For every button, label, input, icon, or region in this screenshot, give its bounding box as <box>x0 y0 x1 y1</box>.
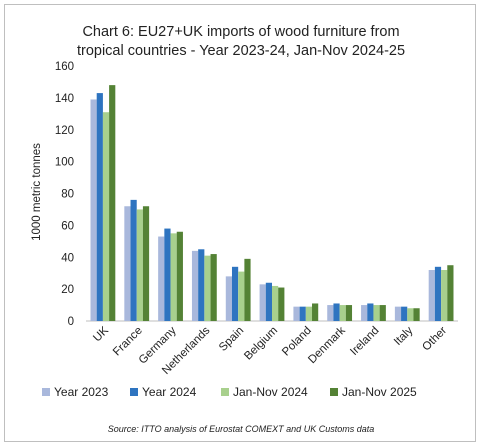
legend-label: Jan-Nov 2025 <box>342 385 417 399</box>
chart-title-line1: Chart 6: EU27+UK imports of wood furnitu… <box>82 24 399 40</box>
bar <box>90 99 97 321</box>
bar <box>333 303 340 321</box>
legend-label: Year 2024 <box>142 385 197 399</box>
bar <box>96 93 103 321</box>
x-tick-label: Italy <box>392 324 416 348</box>
bar <box>441 270 448 321</box>
bar <box>278 287 285 321</box>
bar <box>434 266 442 321</box>
bar <box>299 306 306 321</box>
bar <box>238 271 245 321</box>
bar <box>407 308 414 321</box>
y-tick-label: 40 <box>61 252 74 264</box>
x-tick-label: France <box>111 325 145 359</box>
bar <box>305 306 313 321</box>
y-axis-label: 1000 metric tonnes <box>31 143 43 241</box>
legend: Year 2023 Year 2024 Jan-Nov 2024 Jan-Nov 20… <box>42 385 417 399</box>
x-tick-label: Belgium <box>242 325 280 363</box>
bar <box>339 305 346 321</box>
bar <box>265 282 272 321</box>
legend-swatch <box>330 388 338 396</box>
bar <box>367 303 374 321</box>
bar <box>130 199 137 321</box>
x-tick-label: Other <box>420 325 449 354</box>
bar <box>327 305 334 321</box>
bar <box>109 85 116 321</box>
x-tick-label: UK <box>91 324 111 344</box>
bar <box>244 258 251 321</box>
bar <box>164 228 171 321</box>
bar <box>191 250 199 321</box>
x-tick-label: Poland <box>280 325 314 359</box>
y-tick-label: 140 <box>55 93 74 105</box>
bar <box>345 305 353 321</box>
y-tick-label: 0 <box>68 316 74 328</box>
y-tick-label: 60 <box>61 220 74 232</box>
bar <box>198 249 205 321</box>
bar <box>176 231 183 321</box>
bar <box>259 284 266 321</box>
y-tick-label: 80 <box>61 189 74 201</box>
bar <box>136 209 143 321</box>
bar <box>158 236 165 321</box>
bar <box>225 276 232 321</box>
y-tick-label: 160 <box>55 61 74 73</box>
bar <box>142 206 150 321</box>
x-tick-label: Denmark <box>306 324 348 366</box>
bar <box>394 306 402 321</box>
bar <box>401 306 408 321</box>
bar <box>124 206 131 321</box>
legend-label: Year 2023 <box>54 385 109 399</box>
bar <box>272 285 279 321</box>
y-tick-label: 100 <box>55 157 74 169</box>
bar <box>210 254 217 321</box>
bar <box>102 112 110 321</box>
chart-frame <box>4 4 476 442</box>
x-tick-label: Spain <box>217 325 246 354</box>
legend-swatch <box>130 388 138 396</box>
y-tick-label: 120 <box>55 125 74 137</box>
bar <box>373 305 380 321</box>
legend-swatch <box>221 388 229 396</box>
bar <box>361 305 368 321</box>
source-note: Source: ITTO analysis of Eurostat COMEXT… <box>108 424 374 434</box>
legend-label: Jan-Nov 2024 <box>233 385 308 399</box>
bar <box>204 255 211 321</box>
chart-title-line2: tropical countries - Year 2023-24, Jan-N… <box>77 43 405 59</box>
bar <box>379 305 386 321</box>
legend-swatch <box>42 388 50 396</box>
bar <box>428 270 435 321</box>
bar <box>293 306 300 321</box>
bar <box>231 266 239 321</box>
x-tick-label: Ireland <box>348 325 381 358</box>
bar <box>312 303 319 321</box>
bar <box>447 265 454 321</box>
bar <box>170 233 177 321</box>
y-tick-label: 20 <box>61 284 74 296</box>
bar <box>413 308 420 321</box>
